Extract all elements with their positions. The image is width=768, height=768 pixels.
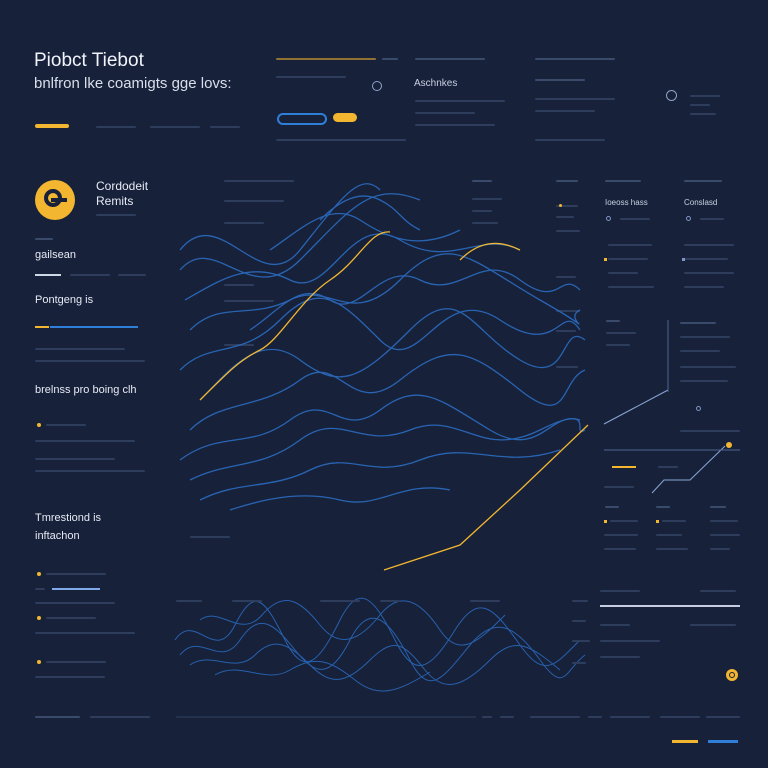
section-title-line2: inftachon bbox=[35, 530, 80, 542]
footer-accent-blue bbox=[708, 740, 738, 743]
search-toggle-icon[interactable] bbox=[372, 81, 382, 91]
right-label-2: Conslasd bbox=[684, 198, 718, 207]
sidebar-item-label-3[interactable]: brelnss pro boing clh bbox=[35, 384, 137, 396]
yellow-circle-badge-icon[interactable] bbox=[726, 669, 738, 681]
graph-node-icon bbox=[696, 406, 701, 411]
page-subtitle: bnlfron lke coamigts gge lovs: bbox=[34, 75, 232, 92]
sidebar-divider-blue bbox=[50, 326, 138, 328]
radio-icon-right[interactable] bbox=[686, 216, 691, 221]
secondary-toggle-button[interactable] bbox=[333, 113, 357, 122]
right-label-1: Ioeoss hass bbox=[605, 198, 648, 207]
sidebar-item-label-2[interactable]: Pontgeng is bbox=[35, 294, 94, 306]
list-item-active-bar bbox=[52, 588, 100, 590]
sidebar-active-bar bbox=[35, 274, 61, 276]
header-circle-icon[interactable] bbox=[666, 90, 677, 101]
graph-end-dot bbox=[726, 442, 732, 448]
section-title-line1: Tmrestiond is bbox=[35, 512, 102, 524]
radio-icon-left[interactable] bbox=[606, 216, 611, 221]
footer-accent-yellow bbox=[672, 740, 698, 743]
sidebar-item-label-1[interactable]: gailsean bbox=[35, 249, 76, 261]
page-title: Piobct Tiebot bbox=[34, 50, 144, 71]
header-accent-bar bbox=[35, 124, 69, 128]
logo-subtitle: Remits bbox=[96, 194, 134, 208]
column-label: Aschnkes bbox=[414, 78, 458, 89]
sidebar-divider-yellow bbox=[35, 326, 49, 328]
circle-logo-icon bbox=[35, 180, 75, 220]
primary-toggle-button[interactable] bbox=[277, 113, 327, 125]
logo-title: Cordodeit bbox=[96, 179, 149, 193]
progress-track bbox=[600, 605, 740, 607]
